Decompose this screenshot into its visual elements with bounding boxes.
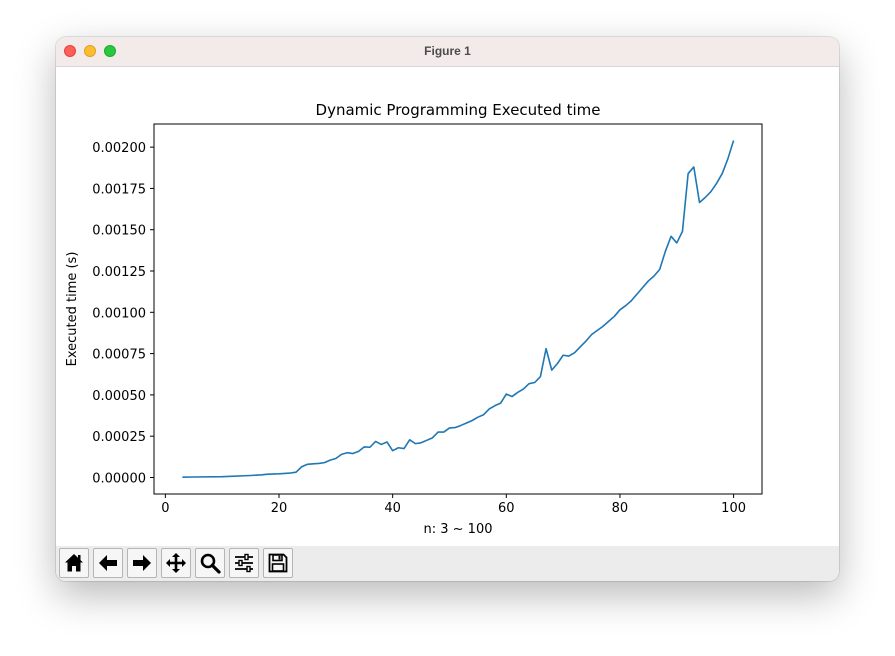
chart: Dynamic Programming Executed time 0 20 40 60…	[65, 101, 763, 537]
x-tick-label: 80	[612, 501, 629, 516]
series-line	[182, 140, 735, 478]
y-tick-label: 0.00175	[92, 182, 146, 197]
y-tick-label: 0.00200	[92, 141, 146, 156]
minimize-window-button[interactable]	[84, 45, 96, 57]
x-axis-label: n: 3 ~ 100	[424, 522, 493, 537]
x-tick-label: 40	[384, 501, 401, 516]
forward-arrow-icon	[133, 555, 151, 571]
x-tick-label: 100	[721, 501, 746, 516]
y-tick-label: 0.00125	[92, 265, 146, 280]
y-axis-label: Executed time (s)	[65, 252, 80, 367]
configure-subplots-button[interactable]	[229, 548, 259, 578]
plot-frame	[153, 123, 763, 495]
configure-subplots-icon	[235, 553, 253, 573]
navigation-toolbar	[56, 546, 839, 581]
y-tick-label: 0.00025	[92, 430, 146, 445]
y-tick-label: 0.00050	[92, 389, 146, 404]
back-arrow-icon	[99, 555, 117, 571]
zoom-magnifier-icon	[200, 553, 221, 574]
home-icon	[65, 554, 83, 572]
title-bar[interactable]: Figure 1	[56, 37, 839, 67]
pan-button[interactable]	[161, 548, 191, 578]
back-button[interactable]	[93, 548, 123, 578]
forward-button[interactable]	[127, 548, 157, 578]
figure-window: Figure 1 Dynamic Programming Executed ti…	[56, 37, 839, 581]
window-title: Figure 1	[424, 44, 471, 58]
save-floppy-icon	[268, 553, 288, 573]
y-tick-label: 0.00000	[92, 471, 146, 486]
home-button[interactable]	[59, 548, 89, 578]
close-window-button[interactable]	[64, 45, 76, 57]
save-button[interactable]	[263, 548, 293, 578]
chart-title: Dynamic Programming Executed time	[316, 101, 601, 119]
x-tick-label: 60	[498, 501, 515, 516]
figure-canvas[interactable]: Dynamic Programming Executed time 0 20 40 60…	[56, 67, 839, 546]
y-tick-label: 0.00150	[92, 224, 146, 239]
zoom-button[interactable]	[195, 548, 225, 578]
y-tick-label: 0.00075	[92, 348, 146, 363]
x-tick-label: 0	[161, 501, 169, 516]
maximize-window-button[interactable]	[104, 45, 116, 57]
x-tick-label: 20	[271, 501, 288, 516]
pan-move-icon	[166, 553, 186, 573]
y-tick-label: 0.00100	[92, 306, 146, 321]
